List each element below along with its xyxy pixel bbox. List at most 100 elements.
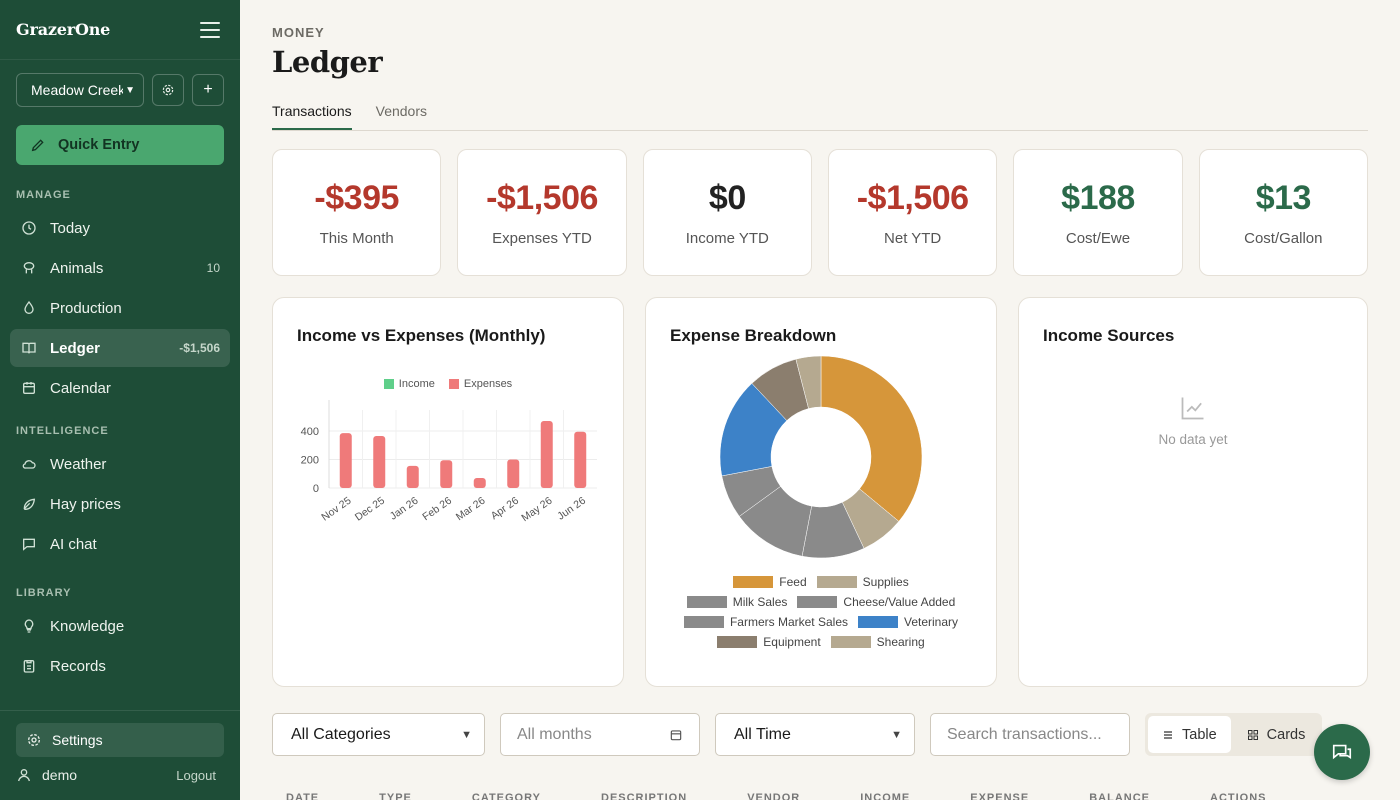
legend-item-income[interactable]: Income bbox=[383, 378, 435, 390]
animals-count-badge: 10 bbox=[206, 261, 220, 275]
donut-chart bbox=[719, 355, 923, 559]
section-library: LIBRARY bbox=[16, 587, 72, 599]
legend-swatch bbox=[858, 616, 898, 628]
chat-fab-button[interactable] bbox=[1314, 724, 1370, 780]
search-input[interactable]: Search transactions... bbox=[930, 713, 1130, 756]
category-select[interactable]: All Categories ▼ bbox=[272, 713, 485, 756]
calendar-icon bbox=[20, 379, 38, 397]
stat-label: Expenses YTD bbox=[492, 229, 592, 247]
sidebar-item-knowledge[interactable]: Knowledge bbox=[10, 607, 230, 645]
chat-icon bbox=[20, 535, 38, 553]
stats-row: -$395 This Month -$1,506 Expenses YTD $0… bbox=[272, 149, 1368, 276]
column-header[interactable]: INCOME bbox=[860, 792, 911, 800]
sidebar-item-label: Today bbox=[50, 219, 91, 237]
username: demo bbox=[42, 767, 78, 783]
manage-nav: Today Animals 10 Production Ledger -$1,5… bbox=[0, 209, 240, 407]
stat-card-this-month: -$395 This Month bbox=[272, 149, 442, 276]
legend-item-feed[interactable]: Feed bbox=[733, 575, 807, 589]
sidebar-item-calendar[interactable]: Calendar bbox=[10, 369, 230, 407]
column-header[interactable]: CATEGORY bbox=[471, 792, 541, 800]
month-picker[interactable]: All months bbox=[500, 713, 700, 756]
stat-card-expenses-ytd: -$1,506 Expenses YTD bbox=[457, 149, 627, 276]
chevron-down-icon: ▼ bbox=[891, 728, 902, 741]
legend-item-cheese[interactable]: Cheese/Value Added bbox=[797, 595, 955, 609]
sheep-icon bbox=[20, 259, 38, 277]
sidebar-item-animals[interactable]: Animals 10 bbox=[10, 249, 230, 287]
gear-icon bbox=[162, 84, 174, 96]
legend-swatch bbox=[797, 596, 838, 608]
tab-transactions[interactable]: Transactions bbox=[272, 101, 352, 130]
sidebar-item-ai-chat[interactable]: AI chat bbox=[10, 525, 230, 563]
stat-value: $188 bbox=[1061, 178, 1135, 217]
legend-swatch bbox=[383, 379, 394, 389]
stat-card-income-ytd: $0 Income YTD bbox=[642, 149, 812, 276]
sidebar-footer: Settings demo Logout bbox=[0, 710, 240, 800]
expense-bar bbox=[406, 465, 419, 488]
y-tick-label: 0 bbox=[313, 483, 319, 495]
legend-item-equipment[interactable]: Equipment bbox=[717, 635, 821, 649]
farm-settings-button[interactable] bbox=[152, 74, 184, 106]
legend-item-shearing[interactable]: Shearing bbox=[830, 635, 925, 649]
view-toggle: Table Cards bbox=[1145, 713, 1323, 756]
legend-label: Feed bbox=[779, 575, 807, 589]
ledger-balance-badge: -$1,506 bbox=[179, 341, 220, 355]
sidebar-item-label: Knowledge bbox=[50, 617, 125, 635]
sidebar-item-records[interactable]: Records bbox=[10, 647, 230, 685]
column-header[interactable]: ACTIONS bbox=[1210, 792, 1267, 800]
sidebar-item-label: Records bbox=[50, 657, 106, 675]
section-intelligence: INTELLIGENCE bbox=[16, 425, 109, 437]
hamburger-menu-icon[interactable] bbox=[200, 21, 220, 38]
legend-label: Veterinary bbox=[904, 615, 959, 629]
legend-item-expenses[interactable]: Expenses bbox=[448, 378, 512, 390]
sidebar-item-production[interactable]: Production bbox=[10, 289, 230, 327]
legend-item-veterinary[interactable]: Veterinary bbox=[858, 615, 958, 629]
grid-icon bbox=[1247, 729, 1258, 740]
settings-button[interactable]: Settings bbox=[16, 723, 224, 757]
chevron-down-icon: ▼ bbox=[125, 84, 135, 96]
add-farm-button[interactable]: + bbox=[192, 74, 224, 106]
stat-value: $13 bbox=[1255, 178, 1312, 217]
sidebar: GrazerOne Meadow Creek Farm ▼ + Quick En… bbox=[0, 0, 240, 800]
sidebar-item-label: Hay prices bbox=[50, 495, 121, 513]
plus-icon: + bbox=[203, 81, 213, 98]
stat-label: Net YTD bbox=[884, 229, 942, 247]
tab-vendors[interactable]: Vendors bbox=[375, 103, 427, 119]
column-header[interactable]: EXPENSE bbox=[970, 792, 1030, 800]
legend-label: Equipment bbox=[763, 635, 821, 649]
legend-item-supplies[interactable]: Supplies bbox=[816, 575, 909, 589]
legend-item-farmers-market[interactable]: Farmers Market Sales bbox=[683, 615, 848, 629]
x-tick-label: Nov 25 bbox=[319, 495, 353, 524]
clock-icon bbox=[20, 219, 38, 237]
stat-card-net-ytd: -$1,506 Net YTD bbox=[827, 149, 998, 276]
stat-value: $0 bbox=[708, 178, 746, 217]
column-header[interactable]: TYPE bbox=[379, 792, 412, 800]
period-select[interactable]: All Time ▼ bbox=[715, 713, 915, 756]
sidebar-item-hay-prices[interactable]: Hay prices bbox=[10, 485, 230, 523]
logout-link[interactable]: Logout bbox=[176, 767, 216, 783]
sidebar-item-weather[interactable]: Weather bbox=[10, 445, 230, 483]
list-icon bbox=[1164, 730, 1172, 739]
column-header[interactable]: DESCRIPTION bbox=[601, 792, 688, 800]
view-table-button[interactable]: Table bbox=[1148, 716, 1231, 753]
sidebar-item-ledger[interactable]: Ledger -$1,506 bbox=[10, 329, 230, 367]
farm-select[interactable]: Meadow Creek Farm ▼ bbox=[16, 73, 144, 107]
sidebar-item-today[interactable]: Today bbox=[10, 209, 230, 247]
expense-bar bbox=[473, 478, 486, 488]
x-tick-label: Mar 26 bbox=[454, 495, 488, 524]
column-header[interactable]: VENDOR bbox=[747, 792, 801, 800]
tab-bar: Transactions Vendors bbox=[272, 101, 1368, 131]
user-row: demo Logout bbox=[0, 757, 240, 783]
stat-value: -$1,506 bbox=[486, 178, 598, 217]
legend-label: Cheese/Value Added bbox=[843, 595, 956, 609]
bar-chart: 0 200 400 Nov 25 Dec 25 Jan 26 Feb 26 Mar 26 Apr… bbox=[301, 400, 597, 524]
view-cards-button[interactable]: Cards bbox=[1233, 716, 1320, 753]
legend-swatch bbox=[448, 379, 459, 389]
quick-entry-button[interactable]: Quick Entry bbox=[16, 125, 224, 165]
column-header[interactable]: DATE bbox=[286, 792, 320, 800]
page-title: Ledger bbox=[272, 45, 383, 79]
column-header[interactable]: BALANCE bbox=[1089, 792, 1150, 800]
stat-card-cost-ewe: $188 Cost/Ewe bbox=[1013, 149, 1183, 276]
legend-item-milk-sales[interactable]: Milk Sales bbox=[686, 595, 787, 609]
panel-title: Income vs Expenses (Monthly) bbox=[297, 326, 546, 345]
panel-title: Expense Breakdown bbox=[670, 326, 837, 345]
